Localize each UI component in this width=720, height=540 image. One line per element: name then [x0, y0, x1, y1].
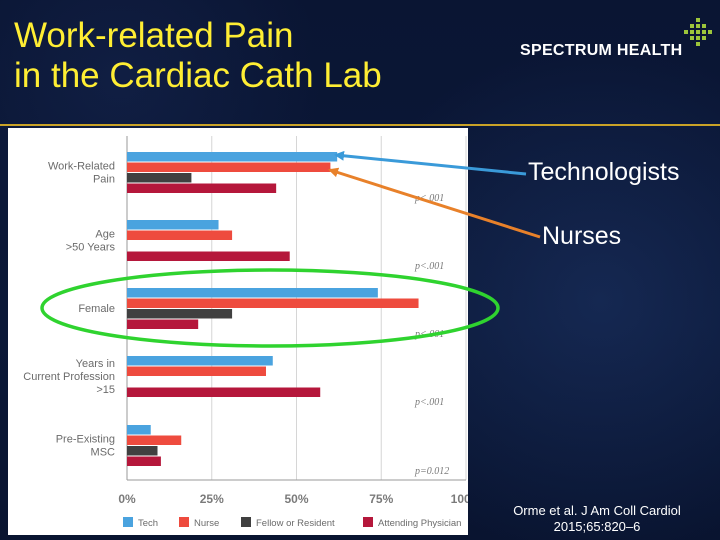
citation-line1: Orme et al. J Am Coll Cardiol	[513, 503, 681, 518]
callout-nurses: Nurses	[542, 222, 622, 250]
bar	[127, 319, 199, 329]
slide-title-line2: in the Cardiac Cath Lab	[14, 56, 382, 95]
category-label: Age	[95, 229, 115, 241]
bar	[127, 152, 338, 162]
p-value-label: p<.001	[414, 193, 444, 204]
legend-label: Attending Physician	[378, 518, 461, 529]
female-highlight-ellipse	[40, 268, 500, 348]
legend-swatch	[241, 517, 251, 527]
logo-mark-icon	[684, 18, 712, 46]
spectrum-health-logo: SPECTRUM HEALTH	[520, 18, 715, 64]
callout-technologists: Technologists	[528, 158, 680, 186]
citation-line2: 2015;65:820–6	[553, 519, 641, 534]
x-tick-label: 0%	[118, 492, 136, 506]
logo-text: SPECTRUM HEALTH	[520, 42, 683, 59]
title-rule	[0, 124, 720, 126]
slide-title: Work-related Pain in the Cardiac Cath La…	[14, 16, 382, 96]
arrow-technologists	[334, 150, 527, 176]
bar	[127, 446, 158, 456]
x-tick-label: 25%	[200, 492, 224, 506]
category-label: Pain	[93, 174, 115, 186]
arrow-nurses	[328, 167, 541, 239]
bar	[127, 309, 233, 319]
legend-swatch	[179, 517, 189, 527]
legend-label: Tech	[138, 518, 158, 529]
bar	[127, 366, 266, 376]
category-label: MSC	[91, 447, 116, 459]
category-label: >15	[96, 384, 115, 396]
bar	[127, 298, 419, 308]
bar	[127, 425, 151, 435]
legend-swatch	[363, 517, 373, 527]
bar	[127, 162, 331, 172]
p-value-label: p=0.012	[414, 466, 449, 477]
x-tick-label: 75%	[369, 492, 393, 506]
bar	[127, 183, 277, 193]
category-label: Pre-Existing	[56, 434, 115, 446]
legend-label: Fellow or Resident	[256, 518, 335, 529]
bar	[127, 435, 182, 445]
p-value-label: p<.001	[414, 261, 444, 272]
category-label: Work-Related	[48, 161, 115, 173]
bar	[127, 288, 378, 298]
legend-label: Nurse	[194, 518, 219, 529]
bar	[127, 387, 321, 397]
citation: Orme et al. J Am Coll Cardiol 2015;65:82…	[492, 503, 702, 535]
bar	[127, 173, 192, 183]
x-tick-label: 100%	[451, 492, 468, 506]
bar	[127, 220, 219, 230]
bar	[127, 356, 273, 366]
category-label: Years in	[76, 358, 115, 370]
p-value-label: p<.001	[414, 397, 444, 408]
category-label: >50 Years	[66, 242, 116, 254]
x-tick-label: 50%	[284, 492, 308, 506]
bar	[127, 230, 233, 240]
bar	[127, 456, 161, 466]
category-label: Current Profession	[23, 371, 115, 383]
legend-swatch	[123, 517, 133, 527]
slide-title-line1: Work-related Pain	[14, 16, 294, 55]
category-label: Female	[78, 303, 115, 315]
bar	[127, 251, 290, 261]
